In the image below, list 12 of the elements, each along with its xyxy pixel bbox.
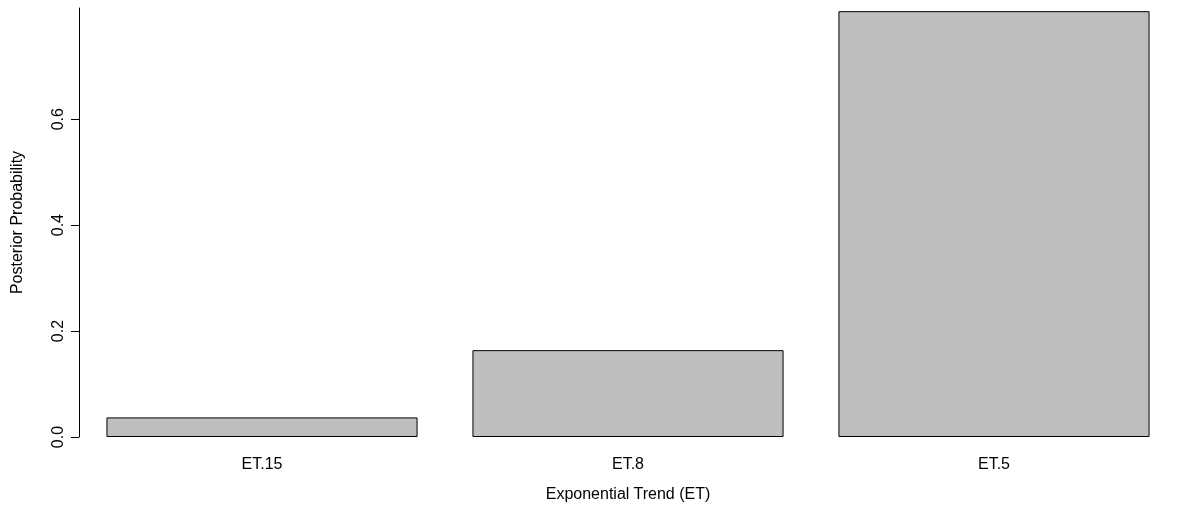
x-axis-title: Exponential Trend (ET) [545, 484, 711, 502]
y-tick-label: 0.6 [48, 108, 66, 131]
y-tick-label: 0.2 [48, 319, 66, 343]
y-axis-title: Posterior Probability [7, 150, 25, 295]
x-tick-label: ET.5 [977, 454, 1011, 472]
x-tick-label: ET.8 [611, 454, 645, 472]
y-tick-label: 0.4 [48, 213, 66, 237]
y-tick-label: 0.0 [48, 425, 66, 449]
bar [472, 350, 784, 437]
x-tick-label: ET.15 [241, 454, 283, 472]
bar [106, 417, 418, 437]
bar [838, 11, 1150, 437]
